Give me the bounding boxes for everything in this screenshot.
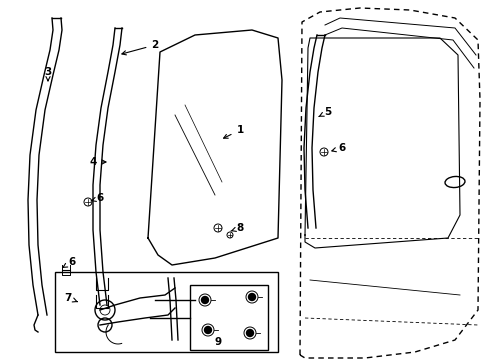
Circle shape [248,293,255,301]
Circle shape [201,297,208,303]
Text: 1: 1 [223,125,243,138]
Text: 8: 8 [230,223,243,233]
Text: 6: 6 [331,143,345,153]
Text: 5: 5 [318,107,331,117]
Circle shape [246,329,253,337]
Circle shape [204,327,211,333]
Bar [55,272,278,352]
Text: 7: 7 [64,293,77,303]
Text: 9: 9 [214,337,221,347]
Text: 2: 2 [122,40,158,55]
Text: 6: 6 [91,193,103,203]
Bar [190,285,267,350]
Text: 6: 6 [63,257,76,267]
Text: 3: 3 [44,67,52,81]
Text: 4: 4 [89,157,106,167]
